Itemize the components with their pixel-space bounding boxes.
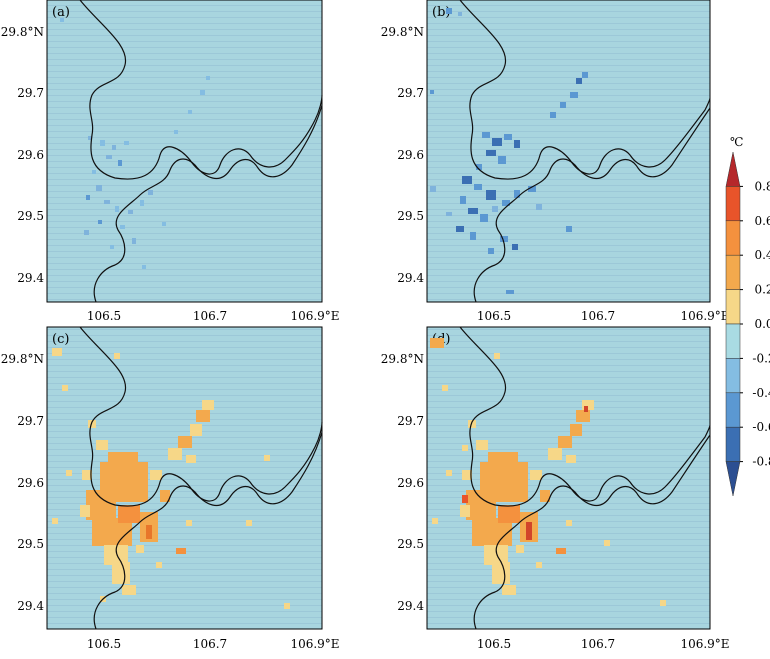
svg-text:29.6: 29.6 [17,148,44,162]
colorbar-tick-label: -0.6 [752,420,770,434]
svg-text:29.4: 29.4 [397,599,424,613]
svg-text:29.6: 29.6 [17,476,44,490]
colorbar-segment [725,358,741,394]
svg-text:29.8°N: 29.8°N [381,25,424,39]
svg-text:29.6: 29.6 [397,148,424,162]
svg-text:29.5: 29.5 [397,537,424,551]
colorbar-segment [725,289,741,325]
panel-a-y-ticks: 29.8°N 29.7 29.6 29.5 29.4 [1,25,45,285]
panel-a-map-area [46,0,323,303]
colorbar-segment [725,392,741,428]
colorbar-tick-label: -0.4 [752,386,770,400]
panel-b-map-area [426,0,711,303]
colorbar-segment [725,426,741,462]
svg-text:29.4: 29.4 [17,599,44,613]
panel-c-label: (c) [52,332,69,347]
panel-b-y-ticks: 29.8°N 29.7 29.6 29.5 29.4 [381,25,425,285]
panel-d: (d) [381,326,730,651]
svg-text:106.7: 106.7 [193,309,227,323]
colorbar-tick-label: -0.8 [752,455,770,469]
panel-b-river [459,0,711,303]
colorbar-segment [725,220,741,256]
colorbar-tick-label: 0.4 [754,248,770,262]
panel-a-anomaly-cells [60,18,210,269]
panel-d-map-area [426,326,711,630]
panel-d-y-ticks: 29.8°N 29.7 29.6 29.5 29.4 [381,352,425,613]
panel-d-river [459,326,711,630]
svg-text:29.7: 29.7 [17,414,44,428]
panel-d-anomaly-cells [430,338,666,606]
panel-b-anomaly-cells [430,8,588,294]
panel-c-y-ticks: 29.8°N 29.7 29.6 29.5 29.4 [1,352,45,613]
colorbar-segment [725,186,741,222]
colorbar-tick-label: 0.8 [754,179,770,193]
colorbar-tick-label: 0.6 [754,214,770,228]
colorbar-tick-label: -0.2 [752,351,770,365]
svg-text:29.8°N: 29.8°N [1,352,44,366]
svg-text:106.9°E: 106.9°E [290,309,339,323]
colorbar-segments [725,151,743,497]
svg-text:29.7: 29.7 [397,86,424,100]
panel-a: (a) [1,0,340,323]
svg-text:29.5: 29.5 [17,209,44,223]
panel-b-label: (b) [432,5,450,20]
colorbar-segment [725,323,741,359]
svg-text:106.5: 106.5 [87,637,121,651]
svg-text:29.8°N: 29.8°N [381,352,424,366]
panel-a-river [79,0,323,303]
svg-text:106.9°E: 106.9°E [680,309,729,323]
svg-text:29.7: 29.7 [17,86,44,100]
colorbar: ℃ 0.8 0.6 0.4 0.2 0.0 -0.2 -0.4 -0.6 -0.8 [725,135,770,497]
colorbar-segment [725,151,741,187]
svg-text:106.7: 106.7 [581,309,615,323]
svg-text:106.7: 106.7 [581,637,615,651]
svg-text:29.5: 29.5 [17,537,44,551]
panel-c: (c) [1,326,340,651]
panel-a-x-ticks: 106.5 106.7 106.9°E [87,309,340,323]
svg-text:29.4: 29.4 [17,271,44,285]
panel-d-x-ticks: 106.5 106.7 106.9°E [477,637,730,651]
colorbar-unit: ℃ [730,135,743,149]
svg-text:29.8°N: 29.8°N [1,25,44,39]
colorbar-labels: 0.8 0.6 0.4 0.2 0.0 -0.2 -0.4 -0.6 -0.8 [752,179,770,468]
svg-text:106.5: 106.5 [477,637,511,651]
svg-text:29.4: 29.4 [397,271,424,285]
panel-c-map-area [46,326,323,630]
svg-text:29.6: 29.6 [397,476,424,490]
svg-text:29.5: 29.5 [397,209,424,223]
panel-b-x-ticks: 106.5 106.7 106.9°E [477,309,730,323]
svg-text:106.7: 106.7 [193,637,227,651]
colorbar-segment [725,461,741,497]
panel-c-anomaly-cells [52,348,290,609]
colorbar-tick-label: 0.0 [754,317,770,331]
svg-text:106.9°E: 106.9°E [680,637,729,651]
panel-a-label: (a) [52,5,70,20]
svg-text:29.7: 29.7 [397,414,424,428]
svg-text:106.5: 106.5 [477,309,511,323]
panel-c-river [79,326,323,630]
colorbar-tick-label: 0.2 [754,283,770,297]
svg-text:106.9°E: 106.9°E [290,637,339,651]
panel-c-x-ticks: 106.5 106.7 106.9°E [87,637,340,651]
svg-text:106.5: 106.5 [87,309,121,323]
colorbar-segment [725,254,741,290]
panel-b: (b) [381,0,730,323]
